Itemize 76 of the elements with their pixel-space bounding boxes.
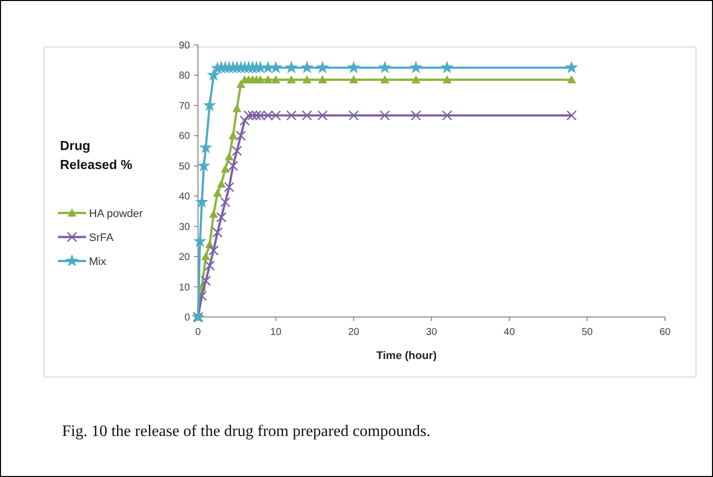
point <box>442 75 452 84</box>
x-tick-label: 40 <box>504 327 516 338</box>
y-tick-label: 50 <box>178 161 190 172</box>
y-tick-label: 90 <box>178 40 190 52</box>
x-tick-label: 30 <box>426 327 438 338</box>
point <box>232 104 242 112</box>
y-tick-label: 40 <box>178 192 190 203</box>
point <box>440 60 454 74</box>
point <box>380 110 390 121</box>
point <box>206 68 220 81</box>
x-axis-title: Time (hour) <box>376 350 437 362</box>
legend-label: Mix <box>89 256 107 268</box>
point <box>224 182 234 192</box>
point <box>318 75 328 84</box>
point <box>286 75 296 84</box>
point <box>256 75 265 84</box>
y-tick-label: 60 <box>178 131 190 142</box>
point <box>232 146 242 156</box>
point <box>200 276 211 286</box>
point <box>567 75 576 84</box>
point <box>197 158 210 172</box>
point <box>378 60 392 74</box>
point <box>228 160 238 172</box>
x-tick-label: 20 <box>348 327 360 338</box>
point <box>208 245 219 256</box>
legend-label: SrFA <box>89 232 114 244</box>
point <box>195 195 209 208</box>
point <box>236 130 246 141</box>
point <box>442 110 452 121</box>
point <box>316 60 330 74</box>
point <box>193 234 207 248</box>
caption: Fig. 10 the release of the drug from prepared compounds. <box>62 423 430 440</box>
point <box>203 98 216 112</box>
point <box>220 164 230 173</box>
point <box>411 75 420 84</box>
point <box>564 60 578 74</box>
point <box>566 110 577 121</box>
legend-label: HA powder <box>89 208 144 220</box>
point <box>317 110 328 121</box>
point <box>216 212 226 222</box>
y-tick-label: 0 <box>184 312 190 324</box>
point <box>302 75 312 84</box>
x-tick-label: 60 <box>659 327 671 338</box>
y-tick-label: 80 <box>178 70 190 82</box>
point <box>220 197 230 208</box>
point <box>224 152 234 160</box>
y-tick-label: 20 <box>178 252 190 264</box>
point <box>264 75 273 84</box>
point <box>240 115 250 126</box>
y-tick-label: 30 <box>178 222 190 233</box>
point <box>228 131 238 140</box>
point <box>300 60 314 74</box>
point <box>209 210 218 218</box>
point <box>271 75 280 84</box>
y-tick-label: 10 <box>178 282 190 294</box>
x-tick-label: 10 <box>270 327 282 338</box>
point <box>302 110 312 121</box>
point <box>212 188 222 197</box>
point <box>212 227 223 238</box>
y-tick-label: 70 <box>178 100 190 112</box>
y-axis-title: Drug Released % <box>60 138 133 172</box>
point <box>284 60 298 74</box>
point <box>201 252 210 260</box>
point <box>196 290 208 301</box>
x-tick-label: 0 <box>195 327 202 338</box>
point <box>199 140 212 154</box>
point <box>216 180 226 188</box>
point <box>349 75 358 84</box>
point <box>348 110 359 121</box>
point <box>204 260 215 271</box>
x-tick-label: 50 <box>582 327 594 338</box>
point <box>410 110 422 121</box>
point <box>347 60 360 74</box>
point <box>286 110 297 121</box>
point <box>409 60 423 74</box>
point <box>380 75 390 84</box>
